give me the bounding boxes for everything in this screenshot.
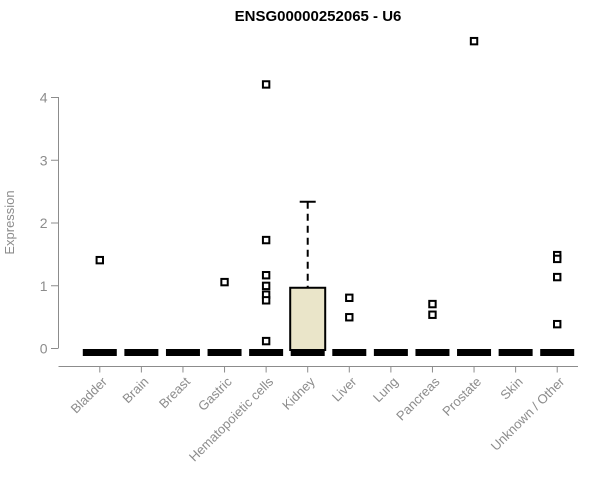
chart-title: ENSG00000252065 - U6 — [234, 8, 402, 25]
y-tick-label: 0 — [40, 341, 48, 357]
x-category-label: Liver — [329, 374, 360, 405]
x-category-label: Kidney — [279, 374, 318, 413]
zero-median-bar — [249, 349, 284, 356]
x-category-label: Gastric — [195, 374, 235, 414]
outlier-point — [261, 80, 271, 89]
x-category-label: Bladder — [68, 374, 111, 417]
y-axis-label: Expression — [2, 190, 17, 254]
y-tick-label: 3 — [40, 152, 48, 168]
zero-median-bar — [373, 349, 408, 356]
outlier-point — [428, 299, 437, 309]
outlier-point — [345, 293, 354, 303]
outlier-point — [220, 277, 229, 287]
zero-median-bar — [415, 349, 450, 356]
zero-median-bar — [498, 349, 533, 356]
outlier-point — [553, 272, 562, 282]
x-category-label: Prostate — [439, 374, 484, 419]
zero-median-bar — [540, 349, 575, 356]
zero-median-bar — [332, 349, 367, 356]
zero-median-bar — [207, 349, 242, 356]
outlier-point — [428, 310, 437, 319]
outlier-point — [469, 36, 479, 46]
box-body — [289, 286, 327, 352]
outlier-point — [261, 296, 271, 305]
y-tick-label: 1 — [40, 278, 48, 294]
x-category-label: Lung — [370, 374, 401, 405]
y-tick-label: 2 — [40, 215, 48, 231]
outlier-point — [261, 336, 271, 346]
x-category-label: Brain — [119, 374, 151, 406]
outlier-point — [95, 255, 104, 265]
y-tick-label: 4 — [40, 90, 48, 106]
outlier-point — [345, 313, 354, 322]
outlier-point — [261, 281, 271, 291]
x-category-label: Pancreas — [393, 374, 443, 424]
outlier-point — [553, 254, 562, 264]
zero-median-bar — [290, 349, 325, 356]
outlier-point — [553, 319, 562, 329]
zero-median-bar — [457, 349, 492, 356]
zero-median-bar — [82, 349, 117, 356]
x-category-label: Breast — [156, 374, 193, 411]
x-category-label: Unknown / Other — [488, 374, 568, 454]
x-category-label: Skin — [497, 374, 525, 402]
zero-median-bar — [165, 349, 200, 356]
zero-median-bar — [124, 349, 159, 356]
outlier-point — [261, 271, 271, 280]
outlier-point — [261, 235, 271, 245]
